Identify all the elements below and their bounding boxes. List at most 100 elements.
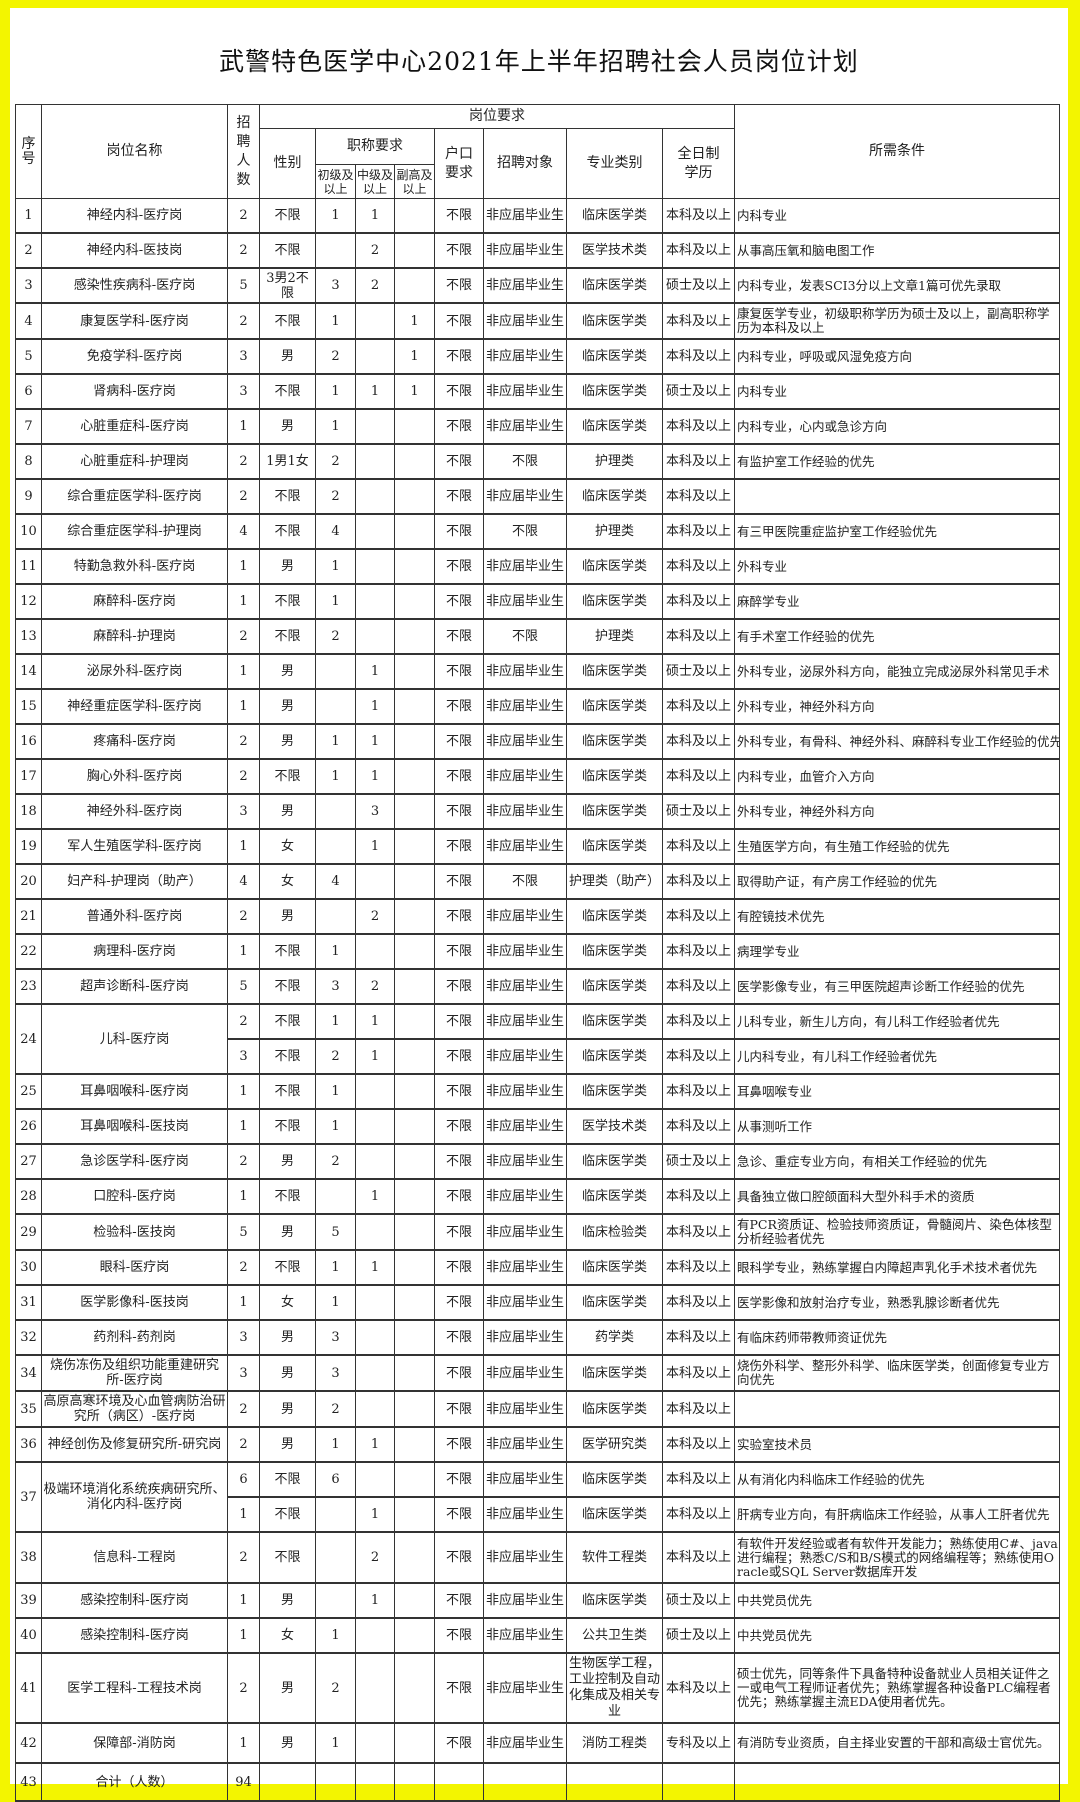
table-row: 1 神经内科-医疗岗 2 不限 1 1 不限 非应届毕业生 临床医学类 本科及以上 内科专业 [15,198,1060,234]
cell-position-name: 极端环境消化系统疾病研究所、消化内科-医疗岗 [41,1461,228,1533]
cell-target-text: 非应届毕业生 [485,1330,564,1345]
cell-cond: 有三甲医院重症监护室工作经验优先 [734,513,1060,550]
table-row: 5 免疫学科-医疗岗 3 男 2 1 不限 非应届毕业生 临床医学类 本科及以上 内科专业，呼吸或风… [15,338,1060,375]
cell-cond: 内科专业，呼吸或风湿免疫方向 [734,338,1060,375]
cell-major: 软件工程类 [566,1531,663,1584]
cell-position-name: 检验科-医技岗 [41,1213,228,1251]
cell-cond: 取得助产证，有产房工作经验的优先 [734,863,1060,900]
cell-position-name-text: 医学影像科-医技岗 [80,1295,189,1310]
cell-no: 24 [15,1003,42,1075]
cell-t3 [394,1390,435,1428]
cell-cond: 烧伤外科学、整形外科学、临床医学类，创面修复专业方向优先 [734,1354,1060,1392]
header-no: 序号 [15,104,42,199]
cell-t2: 2 [355,232,395,269]
cell-position-name-text: 儿科-医疗岗 [99,1031,170,1047]
table-row: 24 儿科-医疗岗 2 不限 1 1 不限 非应届毕业生 临床医学类 本科及以上 儿科专业，新生儿方… [15,1003,1060,1075]
cell-t2: 1 [355,828,395,865]
cell-t3 [394,232,435,269]
cell-position-name-text: 医学工程科-工程技术岗 [67,1680,202,1696]
cell-no-text: 28 [20,1189,37,1204]
cell-t2: 1 [355,723,395,760]
cell-edu-text: 本科及以上 [665,1437,731,1452]
header-junior-label: 初级及以上 [317,167,354,196]
cell-count: 4 [227,513,260,550]
cell-t3 [394,1143,435,1180]
cell-cond: 病理学专业 [734,933,1060,970]
cell-hukou-text: 不限 [445,559,472,574]
cell-t2-text: 2 [370,243,380,258]
table-row: 39 感染控制科-医疗岗 1 男 1 不限 非应届毕业生 临床医学类 硕士及以上 中共党员优先 [15,1582,1060,1619]
table-row: 31 医学影像科-医技岗 1 女 1 不限 非应届毕业生 临床医学类 本科及以上 医学影像和放射治… [15,1284,1060,1321]
table-row: 36 神经创伤及修复研究所-研究岗 2 男 1 1 不限 非应届毕业生 医学研究类 本科及以上 实验… [15,1426,1060,1463]
cell-count-text: 1 [239,1084,248,1099]
cell-hukou-text: 不限 [445,874,472,889]
cell-position-name-text: 心脏重症科-医疗岗 [80,419,189,434]
cell-t1-text: 1 [331,944,340,959]
cell-hukou-text: 不限 [445,313,472,329]
cell-cond: 外科专业，神经外科方向 [734,793,1060,830]
cell-count-text: 4 [239,874,248,889]
cell-major: 护理类 [566,513,663,550]
cell-count-text: 6 [239,1472,248,1487]
cell-position-name: 胸心外科-医疗岗 [41,758,228,795]
cell-target-text: 非应届毕业生 [485,769,564,784]
cell-t1: 1 [315,1108,356,1145]
cell-cond-text: 外科专业，神经外科方向 [737,699,875,714]
cell-t1: 2 [315,338,356,375]
cell-hukou-text: 不限 [445,1189,472,1204]
cell-no-text: 3 [24,278,33,293]
table-row: 22 病理科-医疗岗 1 不限 1 不限 非应届毕业生 临床医学类 本科及以上 病理学专业 [15,933,1060,970]
cell-edu: 本科及以上 [662,1319,735,1356]
cell-t1-text: 1 [331,1437,340,1452]
cell-t1: 1 [315,1722,356,1764]
cell-edu-text: 本科及以上 [665,594,731,609]
cell-hukou-text: 不限 [445,1049,472,1064]
cell-t1-text: 1 [331,313,340,329]
cell-target: 非应届毕业生 [483,968,567,1005]
cell-count-text: 5 [239,1224,248,1240]
cell-count-text: 5 [239,278,248,293]
cell-t2-text: 2 [370,979,380,994]
cell-target: 非应届毕业生 [483,1582,567,1619]
cell-position-name-text: 耳鼻咽喉科-医疗岗 [80,1084,189,1099]
cell-position-name-text: 烧伤冻伤及组织功能重建研究所-医疗岗 [49,1358,219,1388]
cell-count-text: 3 [239,349,248,364]
cell-gender: 男 [259,1582,316,1619]
cell-no: 18 [15,793,42,830]
cell-gender-text: 男 [280,1330,294,1345]
cell-hukou: 不限 [434,338,484,375]
cell-hukou: 不限 [434,828,484,865]
cell-cond: 有手术室工作经验的优先 [734,618,1060,655]
cell-no: 17 [15,758,42,795]
cell-cond-text: 外科专业，泌尿外科方向，能独立完成泌尿外科常见手术 [737,664,1050,679]
cell-no: 5 [15,338,42,375]
cell-edu: 本科及以上 [662,1108,735,1145]
table-row: 28 口腔科-医疗岗 1 不限 1 不限 非应届毕业生 临床医学类 本科及以上 具备独立做口腔颌面… [15,1178,1060,1215]
cell-t2: 1 [355,1582,395,1619]
cell-hukou: 不限 [434,1284,484,1321]
cell-gender: 男 [259,1319,316,1356]
cell-t1: 6 [315,1461,356,1498]
cell-edu: 本科及以上 [662,898,735,935]
cell-count-text: 2 [239,1437,248,1452]
cell-cond-text: 内科专业 [737,208,788,223]
table-row: 12 麻醉科-医疗岗 1 不限 1 不限 非应届毕业生 临床医学类 本科及以上 麻醉学专业 [15,583,1060,620]
cell-no: 29 [15,1213,42,1251]
cell-edu-text: 硕士及以上 [665,804,731,819]
cell-hukou: 不限 [434,1461,484,1498]
cell-t1: 1 [315,1284,356,1321]
cell-hukou-text: 不限 [445,524,472,539]
cell-target-text: 非应届毕业生 [485,278,564,293]
cell-position-name-text: 高原高寒环境及心血管病防治研究所（病区）-医疗岗 [43,1394,226,1424]
cell-edu: 本科及以上 [662,338,735,375]
cell-edu-text: 硕士及以上 [665,1593,731,1608]
cell-cond-text: 取得助产证，有产房工作经验的优先 [737,874,938,889]
cell-t2-text: 3 [370,804,380,819]
cell-t3 [394,933,435,970]
cell-count-text: 2 [239,243,248,258]
cell-gender-text: 男 [280,349,294,364]
cell-major: 生物医学工程，工业控制及自动化集成及相关专业 [566,1652,663,1724]
cell-count: 1 [227,583,260,620]
cell-gender-text: 不限 [274,313,301,329]
cell-position-name: 特勤急救外科-医疗岗 [41,548,228,585]
